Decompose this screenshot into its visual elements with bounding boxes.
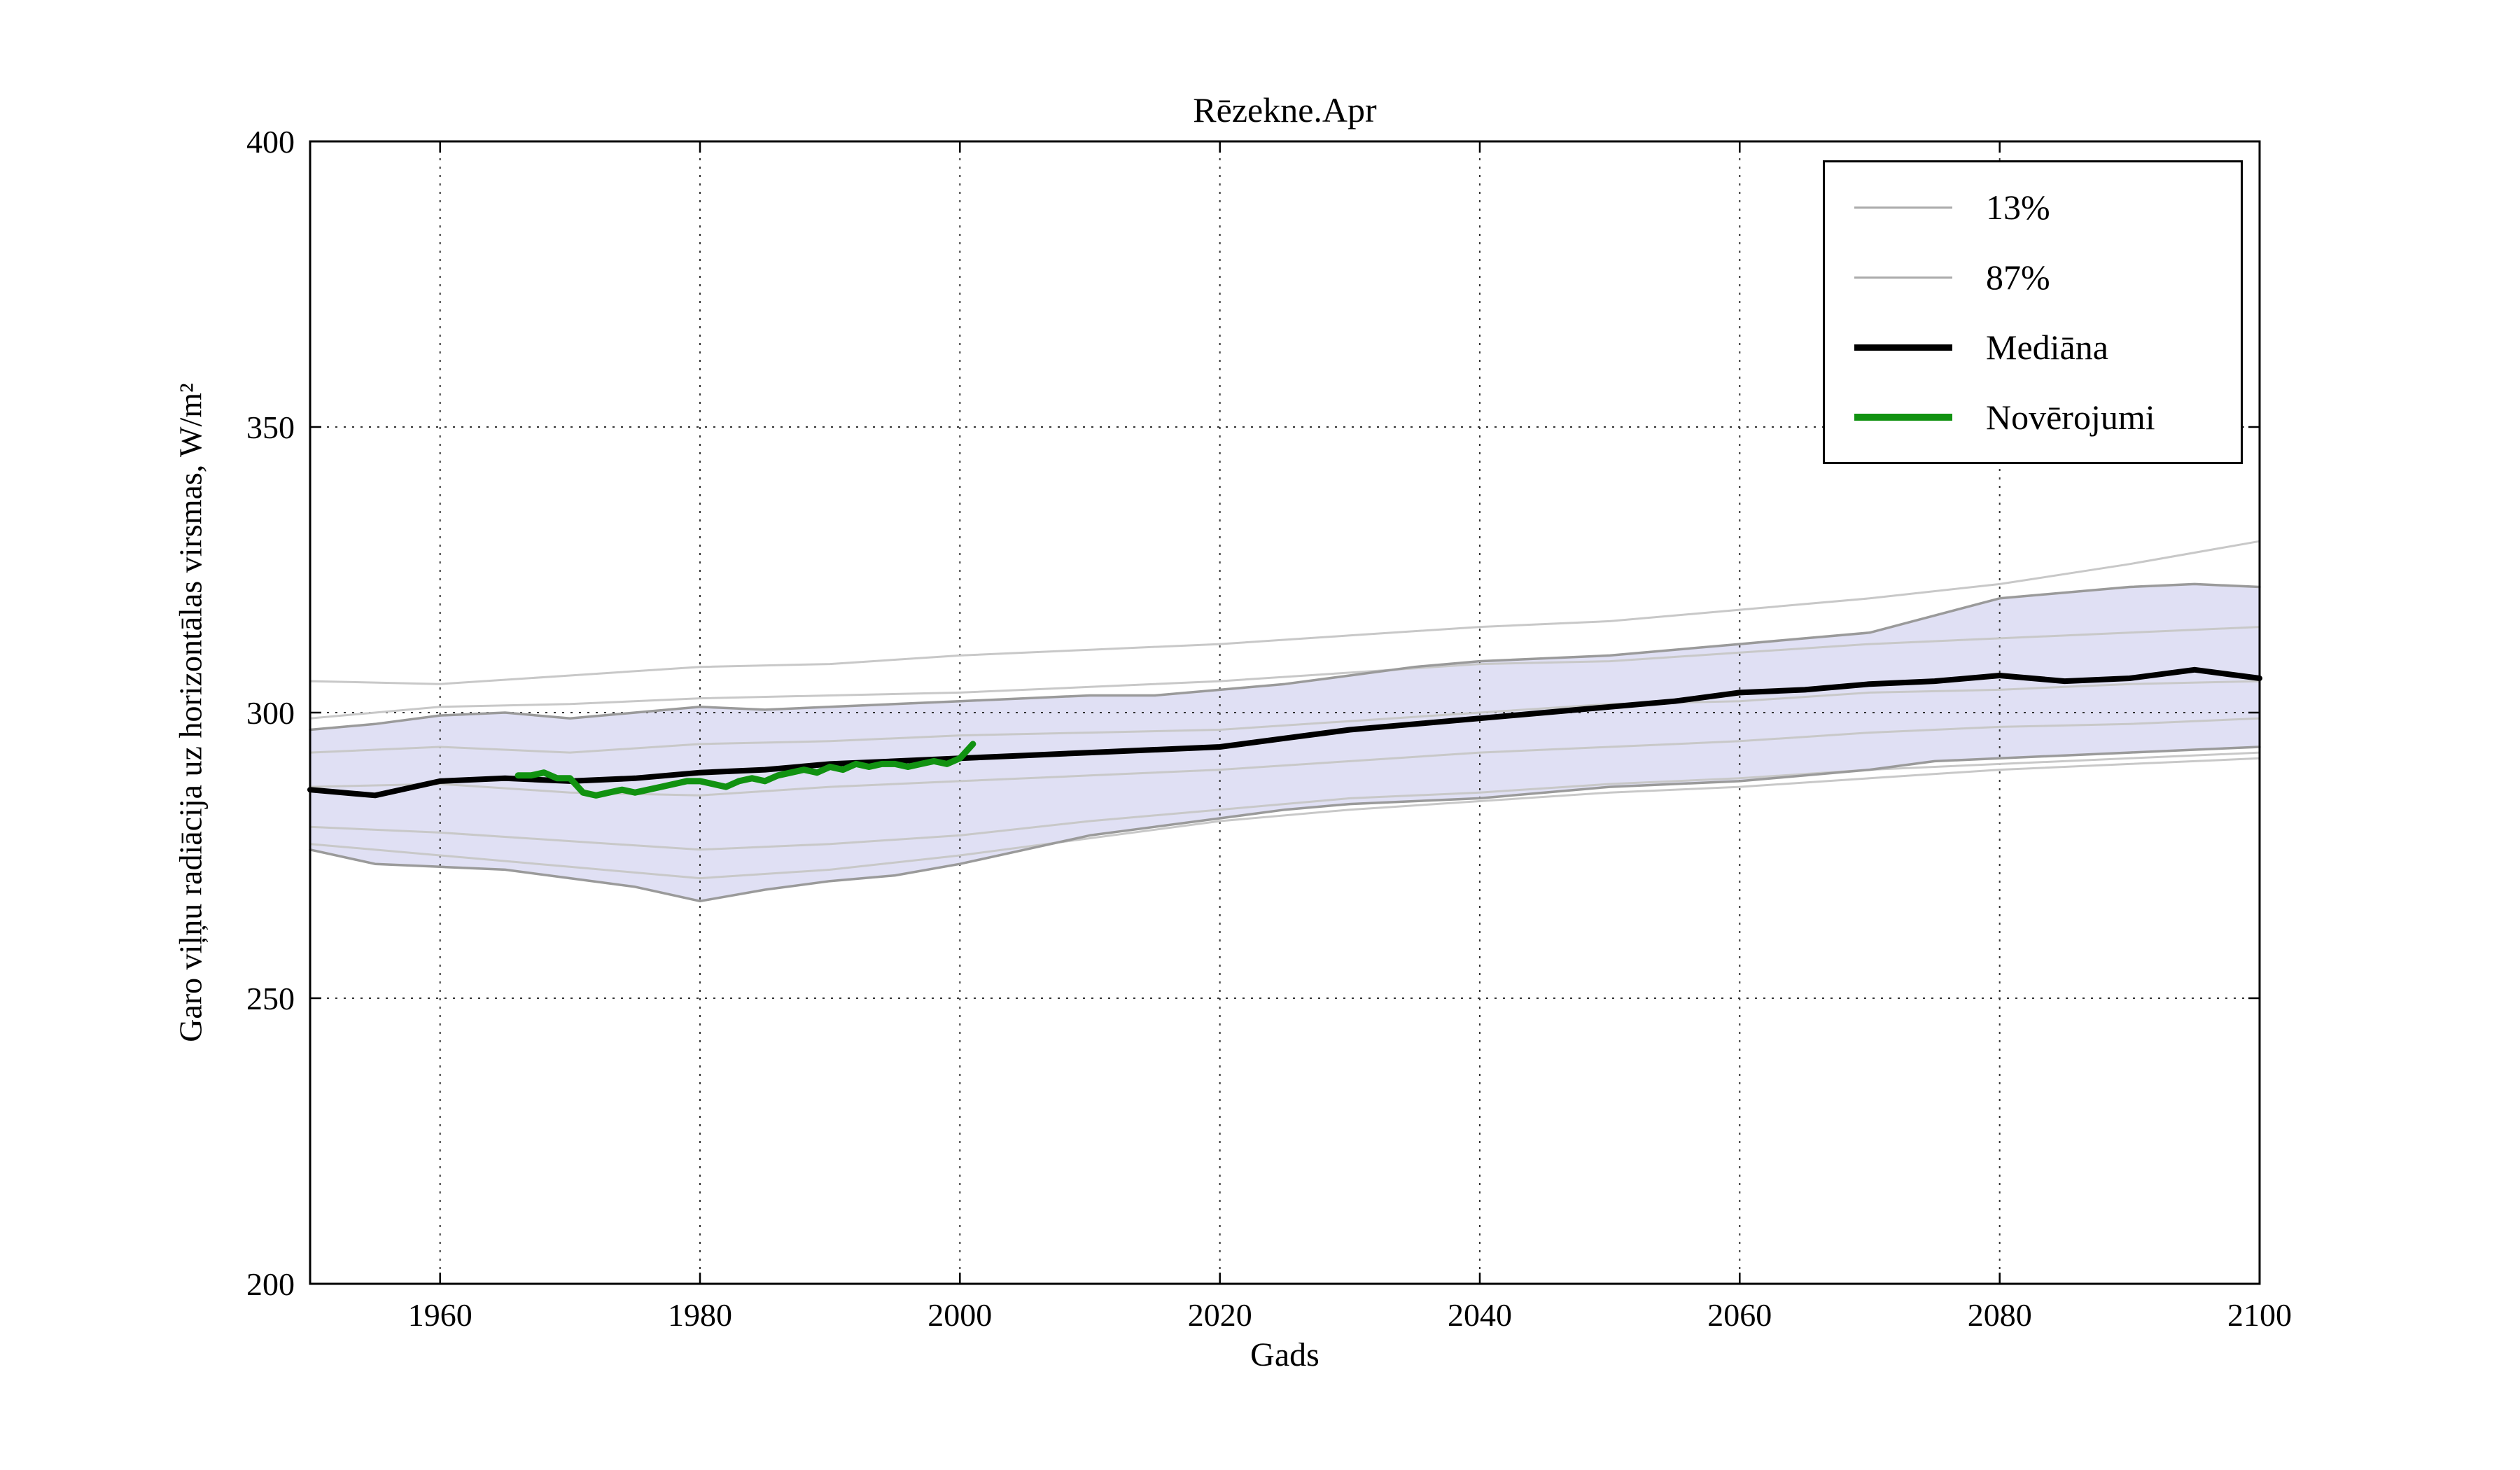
legend-line-sample-observations <box>1854 414 1952 421</box>
x-tick-label: 1980 <box>668 1297 732 1333</box>
legend-item: Novērojumi <box>1825 400 2241 435</box>
x-tick-label: 2100 <box>2227 1297 2292 1333</box>
y-tick-label: 300 <box>246 695 295 731</box>
y-axis-label: Garo viļņu radiācija uz horizontālas vir… <box>172 383 209 1042</box>
y-tick-label: 200 <box>246 1266 295 1302</box>
x-tick-label: 2020 <box>1188 1297 1252 1333</box>
legend-label: 13% <box>1986 188 2050 227</box>
series-observations <box>514 741 976 799</box>
x-axis-label: Gads <box>1250 1336 1320 1373</box>
x-tick-label: 2060 <box>1707 1297 1772 1333</box>
legend-line-sample-13pct <box>1854 206 1952 209</box>
uncertainty-band <box>310 584 2260 902</box>
x-tick-label: 2000 <box>927 1297 992 1333</box>
x-tick-label: 2040 <box>1448 1297 1512 1333</box>
legend-line-sample-87pct <box>1854 276 1952 279</box>
legend-label: Novērojumi <box>1986 398 2155 437</box>
legend-item: 87% <box>1825 260 2241 295</box>
legend-item: Mediāna <box>1825 330 2241 365</box>
chart-title: Rēzekne.Apr <box>1193 90 1377 130</box>
y-tick-label: 400 <box>246 124 295 160</box>
legend-item: 13% <box>1825 190 2241 225</box>
legend-label: Mediāna <box>1986 328 2108 367</box>
legend-line-sample-median <box>1854 344 1952 351</box>
ensemble-line <box>309 757 2260 880</box>
x-tick-label: 2080 <box>1968 1297 2032 1333</box>
ensemble-line <box>309 540 2260 685</box>
ensemble-line <box>309 751 2260 851</box>
y-tick-label: 350 <box>246 410 295 445</box>
legend: 13% 87% Mediāna Novērojumi <box>1823 160 2243 464</box>
y-tick-label: 250 <box>246 981 295 1016</box>
series-median <box>307 666 2262 799</box>
series-band_lower <box>309 746 2261 903</box>
ensemble-line <box>309 626 2260 720</box>
legend-label: 87% <box>1986 258 2050 297</box>
x-tick-label: 1960 <box>408 1297 472 1333</box>
series-band_upper <box>309 582 2261 732</box>
ensemble-line <box>309 680 2260 754</box>
